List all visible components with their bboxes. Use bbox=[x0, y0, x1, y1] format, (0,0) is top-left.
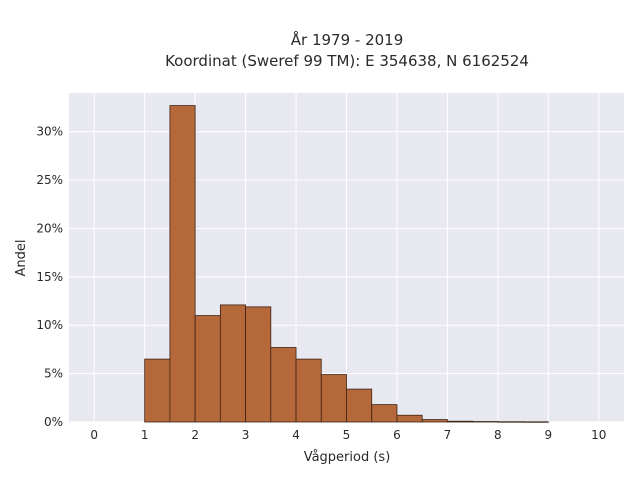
histogram-bars bbox=[144, 105, 549, 423]
x-tick-label: 2 bbox=[191, 428, 199, 442]
y-axis-ticks: 0% 5% 10% 15% 20% 25% 30% bbox=[36, 125, 63, 429]
histogram-bar bbox=[497, 421, 524, 423]
histogram-bar bbox=[194, 315, 221, 423]
y-tick-label: 5% bbox=[44, 367, 63, 381]
x-tick-label: 7 bbox=[444, 428, 452, 442]
x-tick-label: 9 bbox=[544, 428, 552, 442]
y-tick-label: 15% bbox=[36, 270, 63, 284]
histogram-bar bbox=[295, 358, 322, 423]
x-axis-label: Vågperiod (s) bbox=[304, 450, 391, 465]
y-tick-label: 25% bbox=[36, 173, 63, 187]
y-tick-label: 30% bbox=[36, 125, 63, 139]
histogram-bar bbox=[320, 374, 347, 423]
histogram-bar bbox=[522, 421, 549, 423]
x-tick-label: 1 bbox=[141, 428, 149, 442]
histogram-bar bbox=[472, 421, 499, 423]
x-tick-label: 3 bbox=[242, 428, 250, 442]
chart-title-line2: Koordinat (Sweref 99 TM): E 354638, N 61… bbox=[165, 52, 529, 70]
y-tick-label: 0% bbox=[44, 415, 63, 429]
y-tick-label: 10% bbox=[36, 318, 63, 332]
histogram-bar bbox=[447, 420, 474, 423]
histogram-bar bbox=[219, 304, 246, 423]
y-tick-label: 20% bbox=[36, 221, 63, 235]
x-tick-label: 6 bbox=[393, 428, 401, 442]
histogram-bar bbox=[144, 358, 171, 423]
x-tick-label: 8 bbox=[494, 428, 502, 442]
histogram-bar bbox=[245, 306, 272, 423]
histogram-bar bbox=[396, 414, 423, 423]
x-tick-label: 10 bbox=[591, 428, 606, 442]
y-axis-label: Andel bbox=[14, 240, 29, 277]
histogram-bar bbox=[371, 404, 398, 423]
chart-title-line1: År 1979 - 2019 bbox=[291, 30, 404, 49]
x-tick-label: 5 bbox=[343, 428, 351, 442]
x-tick-label: 4 bbox=[292, 428, 300, 442]
histogram-bar bbox=[169, 105, 196, 423]
histogram-bar bbox=[270, 347, 297, 423]
x-axis-ticks: 0 1 2 3 4 5 6 7 8 9 10 bbox=[90, 428, 606, 442]
histogram-bar bbox=[346, 388, 373, 423]
x-tick-label: 0 bbox=[90, 428, 98, 442]
histogram-bar bbox=[421, 419, 448, 423]
